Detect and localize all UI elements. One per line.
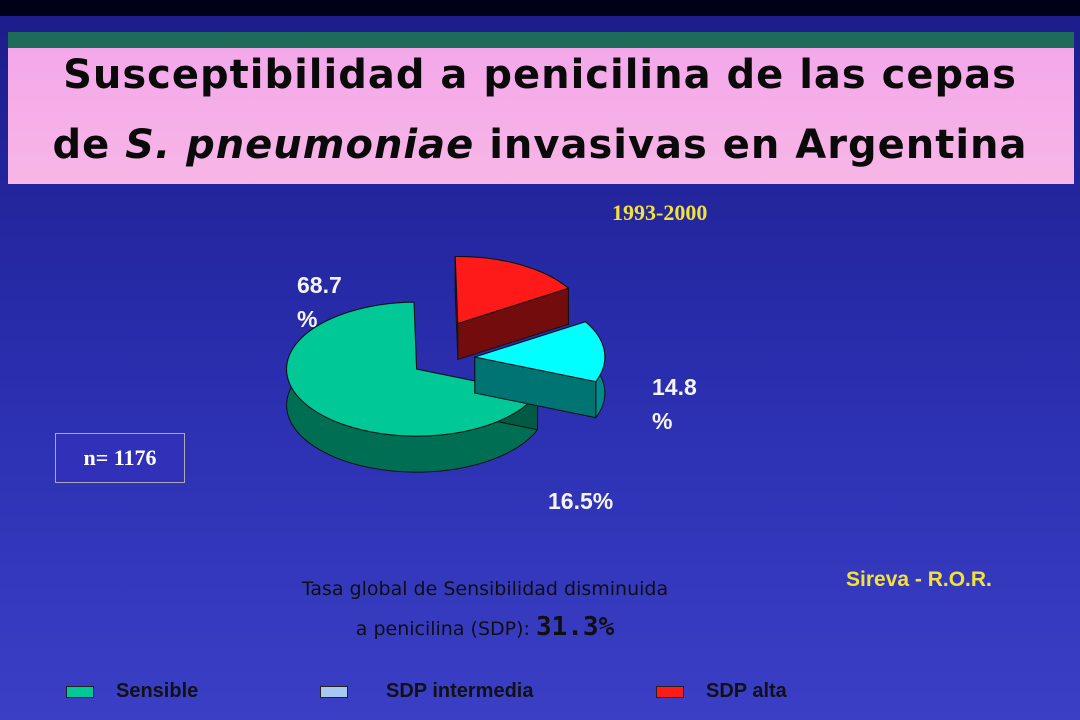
title-prefix: de — [52, 122, 126, 168]
title-species: S. pneumoniae — [125, 122, 475, 168]
pie-slice-sensible — [286, 301, 539, 473]
legend-label-alta: SDP alta — [706, 680, 787, 702]
label-intermedia-value: 14.8 — [652, 374, 697, 400]
source-label: Sireva - R.O.R. — [846, 568, 992, 591]
note-value: 31.3% — [535, 612, 615, 642]
label-sensible-unit: % — [297, 306, 318, 332]
legend-swatch-alta — [656, 686, 684, 698]
label-intermedia-unit: % — [652, 408, 673, 434]
title-panel — [8, 32, 1074, 184]
legend-label-sensible: Sensible — [116, 680, 199, 702]
note-line2: a penicilina (SDP): 31.3% — [210, 612, 760, 642]
label-intermedia: 14.8 % — [652, 370, 697, 438]
chart-title-line1: Susceptibilidad a penicilina de las cepa… — [63, 52, 1017, 98]
legend-swatch-intermedia — [320, 686, 348, 698]
title-suffix: invasivas en Argentina — [474, 122, 1028, 168]
note-prefix: a penicilina (SDP): — [355, 618, 536, 640]
legend-label-intermedia: SDP intermedia — [386, 680, 534, 702]
label-alta: 16.5% — [548, 488, 614, 514]
pie-slice-sdp-intermedia — [472, 320, 606, 420]
chart-title-line2: de S. pneumoniae invasivas en Argentina — [0, 122, 1080, 168]
label-sensible: 68.7 % — [297, 268, 342, 336]
note-line1: Tasa global de Sensibilidad disminuida — [301, 578, 669, 600]
pie-slice-sdp-alta — [454, 255, 570, 361]
period-label: 1993-2000 — [612, 200, 708, 225]
legend-swatch-sensible — [66, 686, 94, 698]
top-bar — [0, 0, 1080, 16]
legend: Sensible SDP intermedia SDP alta — [0, 680, 1080, 710]
label-sensible-value: 68.7 — [297, 272, 342, 298]
sample-size-box: n= 1176 — [55, 433, 185, 483]
